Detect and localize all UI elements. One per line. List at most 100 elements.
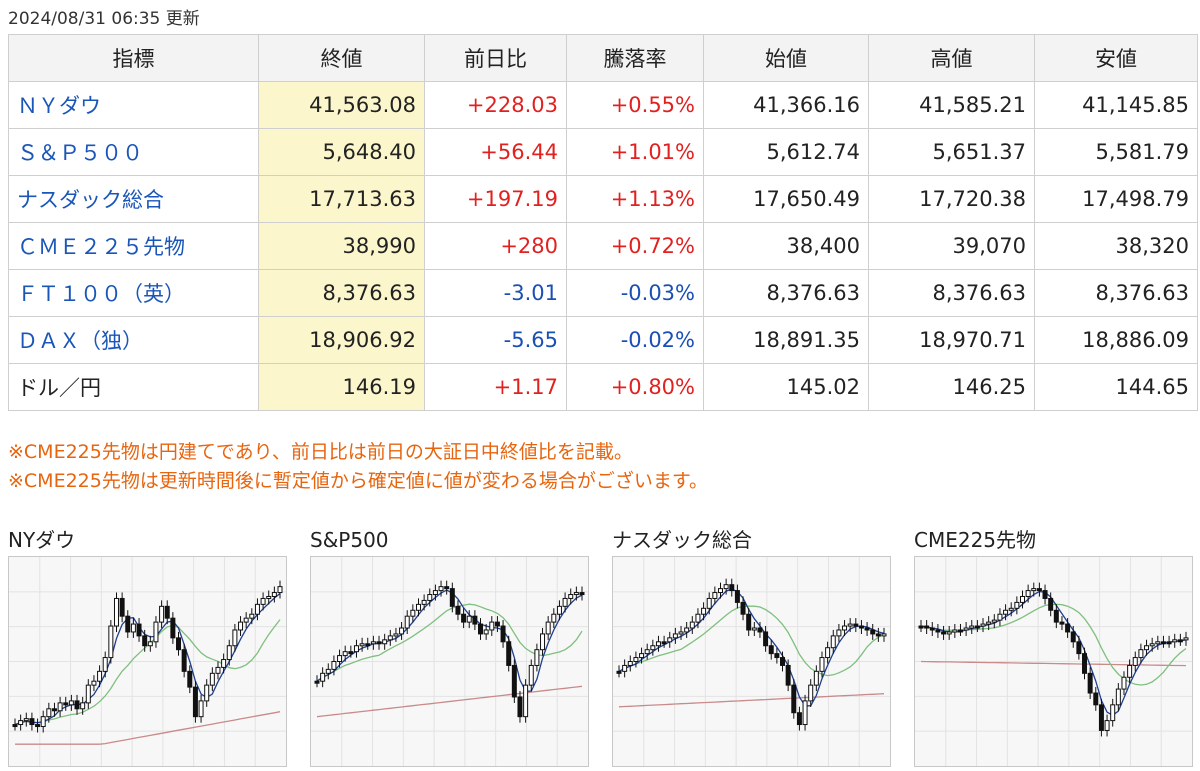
candle-body — [176, 637, 182, 651]
indicator-link[interactable]: ＤＡＸ（独） — [17, 329, 143, 353]
candle-body — [238, 621, 244, 631]
candle-body — [113, 597, 119, 627]
candle-body — [348, 651, 354, 655]
indicator-link[interactable]: Ｓ＆Ｐ５００ — [17, 141, 143, 165]
cell-change: -3.01 — [424, 269, 567, 317]
cell-indicator: ＤＡＸ（独） — [8, 316, 259, 364]
candle-body — [1042, 590, 1048, 599]
mini-chart-title: CME225先物 — [914, 528, 1037, 552]
candle-body — [130, 623, 136, 633]
candle-body — [1115, 688, 1121, 706]
candlestick-chart[interactable] — [8, 556, 287, 767]
candle-body — [204, 684, 210, 702]
candle-body — [562, 597, 568, 607]
candle-body — [969, 625, 975, 629]
candle-body — [633, 657, 639, 662]
candlestick-chart[interactable] — [914, 556, 1193, 767]
cell-open: 145.02 — [703, 363, 869, 411]
candle-body — [102, 657, 108, 672]
candle-body — [159, 605, 165, 623]
mini-chart-sp500[interactable]: S&P500 — [310, 524, 589, 767]
candle-body — [963, 627, 969, 631]
candle-body — [438, 586, 444, 592]
candle-body — [254, 603, 260, 615]
cell-high: 18,970.71 — [868, 316, 1035, 364]
candle-body — [277, 586, 283, 594]
candle-body — [393, 633, 399, 637]
candle-body — [337, 655, 343, 662]
candle-body — [751, 627, 757, 631]
table-row: ＦＴ１００（英） 8,376.63 -3.01 -0.03% 8,376.63 8,376… — [8, 269, 1198, 317]
candle-body — [1031, 588, 1037, 592]
indicator-link[interactable]: ＦＴ１００（英） — [17, 282, 185, 306]
col-header-low: 安値 — [1034, 34, 1198, 82]
col-header-change: 前日比 — [424, 34, 567, 82]
candle-body — [170, 617, 176, 639]
cell-high: 17,720.38 — [868, 175, 1035, 223]
cell-rate: +0.55% — [566, 81, 704, 129]
candle-body — [365, 643, 371, 647]
candle-body — [232, 629, 238, 647]
candle-body — [836, 629, 842, 637]
mini-chart-nasdaq[interactable]: ナスダック総合 — [612, 524, 891, 767]
cell-close: 5,648.40 — [258, 128, 425, 176]
candle-body — [763, 631, 769, 647]
candle-body — [1160, 641, 1166, 645]
cell-high: 41,585.21 — [868, 81, 1035, 129]
candle-body — [785, 664, 791, 686]
candle-body — [1082, 653, 1088, 674]
candle-body — [556, 605, 562, 615]
candle-body — [667, 637, 673, 643]
candle-body — [1166, 641, 1172, 645]
candle-body — [209, 672, 215, 686]
indicator-label: ドル／円 — [17, 376, 101, 400]
candlestick-chart[interactable] — [310, 556, 589, 767]
table-row: ナスダック総合 17,713.63 +197.19 +1.13% 17,650.49 17… — [8, 175, 1198, 223]
indicator-link[interactable]: ナスダック総合 — [17, 188, 164, 212]
mini-chart-nydow[interactable]: NYダウ — [8, 524, 287, 767]
candle-body — [1003, 609, 1009, 615]
cell-close: 146.19 — [258, 363, 425, 411]
candle-body — [198, 700, 204, 718]
candle-body — [506, 641, 512, 666]
candle-body — [980, 623, 986, 627]
cell-rate: -0.02% — [566, 316, 704, 364]
cell-indicator: ナスダック総合 — [8, 175, 259, 223]
cell-low: 17,498.79 — [1034, 175, 1198, 223]
note-line: ※CME225先物は円建てであり、前日比は前日の大証日中終値比を記載。 — [8, 441, 633, 463]
cell-change: -5.65 — [424, 316, 567, 364]
candle-body — [23, 718, 29, 722]
candle-body — [672, 633, 678, 639]
candle-body — [1070, 631, 1076, 643]
cell-rate: +1.01% — [566, 128, 704, 176]
candle-body — [63, 702, 69, 706]
mini-chart-title: S&P500 — [310, 528, 389, 552]
candle-body — [35, 724, 41, 728]
candle-body — [757, 627, 763, 633]
candle-body — [142, 635, 148, 647]
candle-body — [842, 625, 848, 631]
candle-body — [432, 590, 438, 596]
mini-chart-cme225[interactable]: CME225先物 — [914, 524, 1193, 767]
candle-body — [51, 708, 57, 712]
candle-body — [226, 645, 232, 661]
table-row: ドル／円 146.19 +1.17 +0.80% 145.02 146.25 144.65 — [8, 363, 1198, 411]
indicator-link[interactable]: ＣＭＥ２２５先物 — [17, 235, 185, 259]
candle-body — [986, 621, 992, 625]
candle-body — [1098, 704, 1104, 731]
candle-body — [399, 627, 405, 635]
candle-body — [1138, 649, 1144, 659]
candle-body — [85, 684, 91, 704]
candle-body — [410, 609, 416, 617]
indicator-link[interactable]: ＮＹダウ — [17, 94, 101, 118]
candle-body — [847, 623, 853, 627]
candle-body — [875, 633, 881, 637]
candle-body — [551, 613, 557, 623]
candle-body — [974, 625, 980, 629]
cell-open: 8,376.63 — [703, 269, 869, 317]
candlestick-chart[interactable] — [612, 556, 891, 767]
candle-body — [370, 641, 376, 645]
cell-high: 39,070 — [868, 222, 1035, 270]
candle-body — [153, 621, 159, 643]
candle-body — [404, 615, 410, 629]
